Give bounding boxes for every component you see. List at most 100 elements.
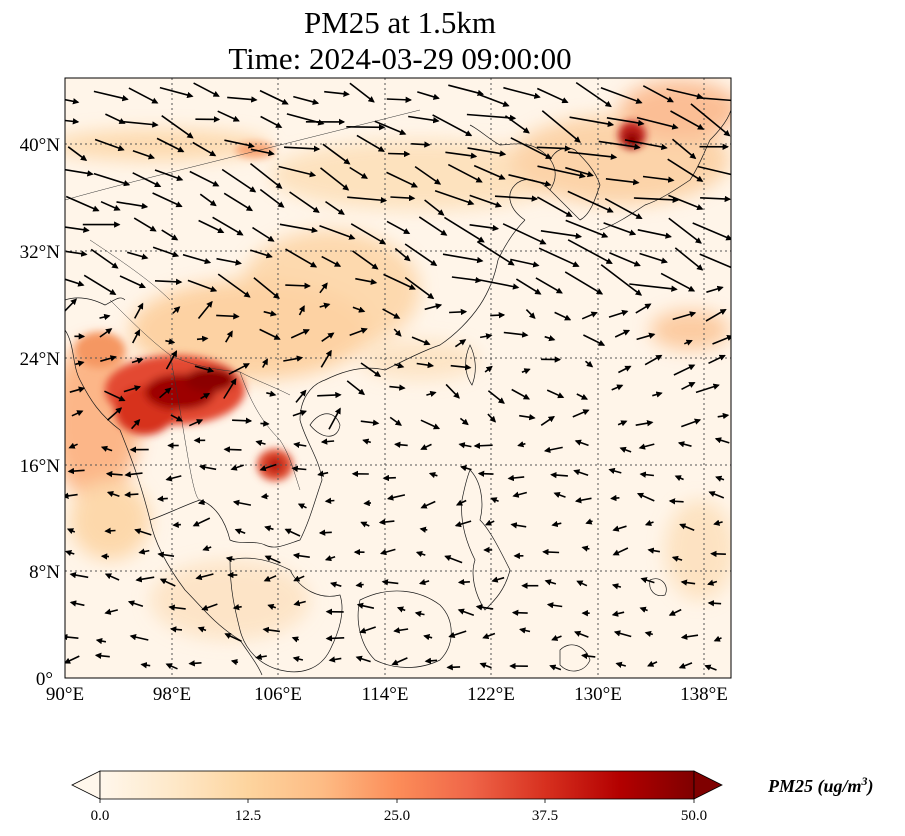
colorbar-extend-min xyxy=(71,770,101,800)
wind-arrow xyxy=(201,603,218,611)
wind-arrow xyxy=(611,384,624,391)
wind-arrow xyxy=(618,365,632,374)
wind-arrow xyxy=(424,303,443,311)
wind-arrow xyxy=(457,608,475,616)
wind-arrow xyxy=(715,475,725,482)
wind-arrow xyxy=(706,285,724,293)
pm25-field xyxy=(65,78,731,678)
wind-arrow xyxy=(223,378,237,399)
wind-arrow xyxy=(200,392,211,400)
wind-arrow xyxy=(536,87,569,104)
wind-arrow xyxy=(678,662,693,669)
wind-arrow xyxy=(572,409,590,418)
wind-arrow xyxy=(519,413,536,421)
wind-arrow xyxy=(135,576,155,583)
wind-arrow xyxy=(378,518,395,526)
wind-arrow xyxy=(228,363,250,375)
wind-arrow xyxy=(574,630,589,638)
wind-arrow xyxy=(549,664,562,671)
wind-arrow xyxy=(104,608,118,615)
wind-arrow xyxy=(292,409,308,417)
wind-arrow xyxy=(71,410,84,417)
wind-arrow xyxy=(619,446,632,453)
wind-arrow xyxy=(565,166,594,178)
colorbar-extend-max xyxy=(693,770,723,800)
wind-arrow xyxy=(515,278,542,295)
wind-arrow xyxy=(223,446,242,453)
wind-arrow xyxy=(202,545,212,552)
wind-arrow xyxy=(696,96,731,102)
wind-arrow xyxy=(612,525,627,532)
wind-arrow xyxy=(182,253,212,265)
wind-arrow xyxy=(318,529,332,536)
wind-arrow xyxy=(445,151,478,159)
wind-arrow xyxy=(467,147,507,157)
wind-arrow xyxy=(260,492,269,500)
wind-arrow xyxy=(443,216,485,243)
wind-arrow xyxy=(585,518,593,525)
wind-arrow xyxy=(448,630,467,639)
wind-arrow xyxy=(396,606,406,613)
wind-arrow xyxy=(363,499,372,507)
wind-arrow xyxy=(567,190,614,213)
wind-arrow xyxy=(519,627,531,634)
wind-arrow xyxy=(347,196,388,204)
wind-arrow xyxy=(473,164,506,180)
wind-arrow xyxy=(321,255,342,267)
wind-arrow xyxy=(104,573,120,581)
wind-arrow xyxy=(259,328,281,340)
wind-arrow xyxy=(131,329,141,344)
wind-arrow xyxy=(217,110,240,122)
wind-arrow xyxy=(636,332,656,341)
wind-arrow xyxy=(199,193,217,207)
wind-arrow xyxy=(546,602,563,609)
wind-arrow xyxy=(510,137,553,160)
wind-arrow xyxy=(197,626,207,633)
wind-arrow xyxy=(386,494,406,501)
wind-arrow xyxy=(446,663,461,671)
wind-arrow xyxy=(232,417,253,424)
wind-arrow xyxy=(508,174,552,187)
lon-tick-label: 98°E xyxy=(153,684,191,705)
wind-arrow xyxy=(196,335,209,343)
lat-tick-label: 16°N xyxy=(20,456,61,477)
gridlines xyxy=(65,78,731,678)
wind-arrow xyxy=(617,420,628,427)
wind-arrow xyxy=(329,581,342,588)
wind-arrow xyxy=(647,547,661,554)
wind-arrow xyxy=(386,171,418,188)
wind-arrow xyxy=(690,103,731,137)
wind-arrow xyxy=(473,442,493,449)
wind-arrow xyxy=(325,200,345,215)
wind-arrow xyxy=(642,85,674,103)
wind-arrow xyxy=(574,497,592,504)
lat-tick-label: 24°N xyxy=(20,349,61,370)
wind-arrow xyxy=(284,528,301,537)
wind-arrow xyxy=(360,362,382,378)
wind-arrow xyxy=(644,630,653,638)
wind-arrow xyxy=(261,358,268,368)
wind-arrow xyxy=(119,275,146,289)
wind-arrow xyxy=(611,610,625,617)
wind-arrow xyxy=(697,165,731,176)
wind-arrow xyxy=(420,419,441,430)
wind-arrow xyxy=(705,308,727,322)
wind-arrow xyxy=(266,390,277,397)
wind-arrow xyxy=(123,385,142,393)
wind-arrow xyxy=(541,110,581,143)
wind-arrow xyxy=(93,90,129,102)
wind-vectors xyxy=(65,81,731,671)
wind-arrow xyxy=(695,383,720,394)
wind-arrow xyxy=(608,309,629,318)
wind-arrow xyxy=(487,390,505,404)
wind-arrow xyxy=(540,230,583,240)
wind-arrow xyxy=(317,470,329,477)
wind-arrow xyxy=(255,439,266,447)
lat-tick-label: 0° xyxy=(36,669,53,690)
wind-arrow xyxy=(581,545,590,552)
wind-arrow xyxy=(154,169,184,182)
wind-arrow xyxy=(382,308,401,319)
colorbar-label-text: PM25 (ug/m xyxy=(768,776,862,796)
wind-arrow xyxy=(95,637,107,645)
